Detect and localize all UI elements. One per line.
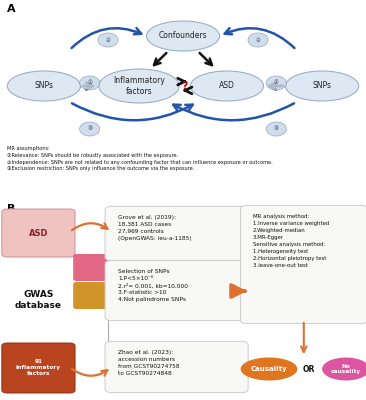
Ellipse shape — [241, 358, 297, 380]
Ellipse shape — [98, 33, 118, 47]
Text: ASD: ASD — [29, 228, 48, 238]
Text: ③: ③ — [87, 126, 92, 132]
Text: Inflammatory
factors: Inflammatory factors — [113, 76, 165, 96]
Text: SNPs: SNPs — [313, 82, 332, 90]
FancyBboxPatch shape — [105, 206, 248, 261]
Ellipse shape — [146, 21, 220, 51]
Ellipse shape — [266, 76, 286, 90]
Text: ASD: ASD — [219, 82, 235, 90]
Ellipse shape — [285, 71, 359, 101]
FancyBboxPatch shape — [73, 254, 108, 281]
FancyBboxPatch shape — [2, 209, 75, 257]
Text: Causality: Causality — [251, 366, 287, 372]
Ellipse shape — [80, 122, 100, 136]
Text: ②: ② — [105, 38, 111, 42]
Ellipse shape — [322, 358, 366, 380]
Text: ?: ? — [182, 81, 188, 91]
Text: ①: ① — [87, 80, 92, 86]
Ellipse shape — [190, 71, 264, 101]
Text: OR: OR — [303, 364, 315, 374]
Text: 91
inflammatory
factors: 91 inflammatory factors — [16, 359, 61, 376]
Text: No
causality: No causality — [331, 364, 361, 374]
Text: SNPs: SNPs — [34, 82, 53, 90]
FancyBboxPatch shape — [105, 260, 248, 321]
Text: MR analysis method:
1.Inverse variance weighted
2.Weighted-median
3.MR-Egger
Sen: MR analysis method: 1.Inverse variance w… — [253, 214, 329, 268]
Text: A: A — [7, 4, 16, 14]
Text: MR assumptions:
①Relevance: SNPs should be robustly associated with the exposure: MR assumptions: ①Relevance: SNPs should … — [7, 146, 273, 171]
Ellipse shape — [99, 69, 179, 103]
FancyBboxPatch shape — [2, 343, 75, 393]
Text: ②: ② — [255, 38, 261, 42]
Text: ①: ① — [274, 80, 279, 86]
Text: GWAS
database: GWAS database — [15, 290, 62, 310]
Ellipse shape — [7, 71, 81, 101]
FancyBboxPatch shape — [73, 282, 108, 309]
Ellipse shape — [266, 122, 286, 136]
Text: Zhao et al. (2023):
accession numbers
from GCST90274758
to GCST90274848: Zhao et al. (2023): accession numbers fr… — [118, 350, 180, 376]
Text: Grove et al. (2019):
18,381 ASD cases
27,969 controls
(OpenGWAS: ieu-a-1185): Grove et al. (2019): 18,381 ASD cases 27… — [118, 215, 192, 241]
Text: Confounders: Confounders — [159, 32, 207, 40]
Text: Selection of SNPs
1.P<5×10⁻⁶
2.r²= 0.001, kb=10,000
3.F-statistic >10
4.Not pali: Selection of SNPs 1.P<5×10⁻⁶ 2.r²= 0.001… — [118, 269, 188, 302]
Text: B: B — [7, 204, 16, 214]
FancyBboxPatch shape — [240, 206, 366, 324]
Ellipse shape — [248, 33, 268, 47]
Ellipse shape — [80, 76, 100, 90]
FancyBboxPatch shape — [105, 341, 248, 393]
Text: ③: ③ — [274, 126, 279, 132]
